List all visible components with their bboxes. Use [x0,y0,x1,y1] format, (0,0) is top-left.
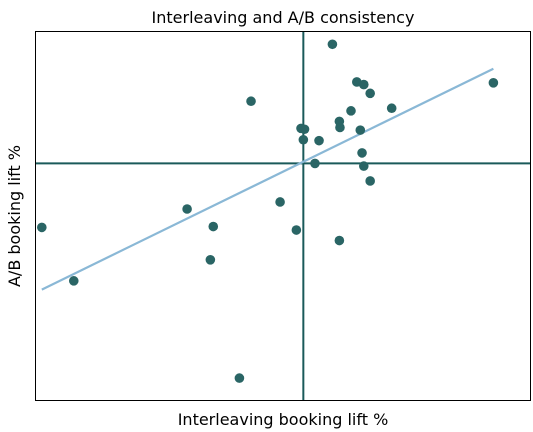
scatter-point [386,103,397,114]
scatter-point [314,135,324,146]
scatter-point [365,88,375,99]
scatter-point [334,235,345,246]
fit-line [41,67,494,291]
scatter-point [205,255,216,265]
scatter-point [234,373,245,383]
scatter-point [335,122,345,133]
scatter-point [310,158,320,169]
scatter-point [299,124,310,135]
scatter-point [182,204,192,214]
scatter-point [68,276,79,286]
scatter-point [357,148,367,158]
x-axis-label: Interleaving booking lift % [178,410,389,429]
scatter-point [488,78,499,88]
scatter-point [246,96,256,107]
chart-title: Interleaving and A/B consistency [152,8,415,27]
scatter-point [291,225,302,235]
axes-frame [35,31,531,401]
scatter-point [37,222,47,233]
scatter-point [327,39,338,50]
scatter-point [355,125,366,135]
y-axis-label: A/B booking lift % [5,145,24,287]
scatter-point [298,134,309,145]
scatter-point [365,176,375,186]
scatter-point [358,161,369,171]
scatter-point [358,79,369,90]
scatter-point [208,221,219,232]
scatter-point [346,106,356,116]
plot-area [36,32,530,400]
scatter-point [275,197,285,207]
